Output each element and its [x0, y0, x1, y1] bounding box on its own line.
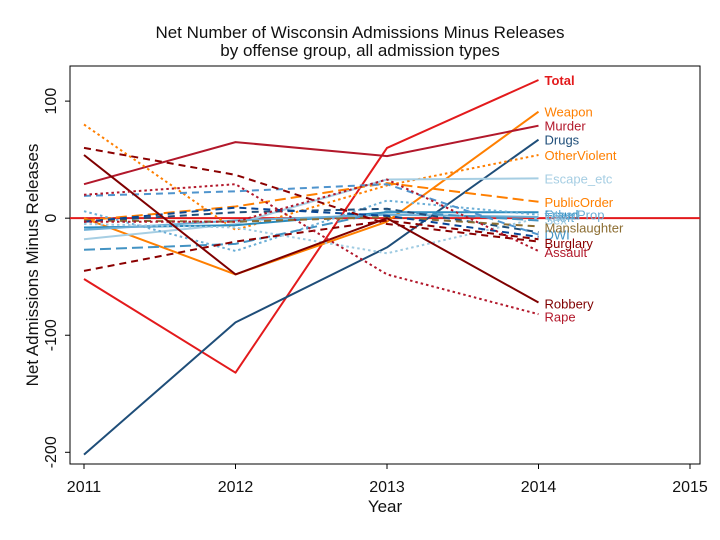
y-tick-label: 100	[43, 88, 60, 115]
series-line-assault	[84, 178, 539, 252]
series-end-label: Rape	[545, 310, 576, 325]
series-line-otherviolent	[83, 123, 539, 231]
x-axis-title: Year	[368, 497, 403, 516]
series-end-label: Weapon	[545, 105, 593, 120]
series-line-robbery	[83, 154, 539, 304]
series-line-weapon	[83, 110, 540, 276]
series-lines	[83, 79, 540, 456]
series-end-label: Escape_etc	[545, 171, 613, 186]
series-end-label: OtherViolent	[545, 148, 617, 163]
series-end-label: Manslaughter	[545, 221, 624, 236]
series-line-burglary	[83, 146, 539, 243]
series-line-drugs2	[83, 183, 539, 236]
series-line-drugs	[83, 138, 540, 456]
x-tick-label: 2013	[369, 479, 405, 496]
series-end-label: PublicOrder	[545, 195, 614, 210]
series-end-label: Assault	[545, 245, 588, 260]
series-line-burglary3	[83, 219, 539, 272]
series-line-fraud	[83, 211, 539, 229]
series-end-label: Burglary	[545, 236, 594, 251]
chart-subtitle: by offense group, all admission types	[220, 41, 499, 60]
series-end-label: Sex	[545, 212, 568, 227]
series-end-label: Total	[545, 73, 575, 88]
y-tick-label: -100	[43, 319, 60, 351]
y-axis: -200 -100 0 100	[43, 88, 70, 468]
series-line-otherprop	[83, 199, 539, 252]
series-end-label: OtherProp	[545, 208, 605, 223]
series-end-label: Drugs	[545, 133, 580, 148]
series-line-murder	[83, 124, 539, 186]
series-end-label: Robbery	[545, 297, 595, 312]
series-end-label: Theft	[545, 210, 575, 225]
y-tick-label: 0	[43, 214, 60, 223]
x-tick-label: 2015	[672, 479, 708, 496]
chart-title: Net Number of Wisconsin Admissions Minus…	[155, 23, 564, 42]
x-tick-label: 2011	[67, 479, 102, 496]
y-tick-label: -200	[43, 436, 60, 468]
x-tick-label: 2012	[218, 479, 254, 496]
series-line-burglary2	[83, 207, 539, 234]
series-end-label: Fraud	[545, 208, 579, 223]
plot-area-frame	[69, 65, 701, 465]
series-line-total	[83, 79, 539, 374]
x-axis: 2011 2012 2013 2014 2015	[67, 464, 708, 496]
series-line-publicorder	[83, 182, 539, 222]
series-end-label: DWI	[545, 228, 570, 243]
y-axis-title: Net Admissions Minus Releases	[23, 144, 42, 387]
series-line-manslaughter	[83, 216, 539, 228]
series-end-label: Murder	[545, 119, 587, 134]
series-line-dwi	[83, 210, 539, 251]
x-tick-label: 2014	[521, 479, 557, 496]
